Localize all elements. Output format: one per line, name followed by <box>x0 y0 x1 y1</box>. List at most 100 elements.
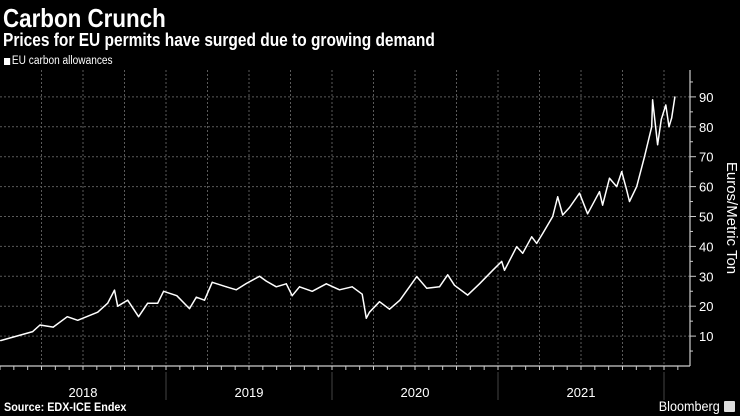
x-tick-label: 2020 <box>401 385 430 400</box>
data-point <box>97 311 99 313</box>
data-point <box>516 246 518 248</box>
data-point <box>628 200 631 203</box>
bloomberg-terminal-icon <box>724 401 735 412</box>
x-tick-label: 2018 <box>69 385 98 400</box>
data-point <box>542 232 544 235</box>
data-point <box>311 290 313 292</box>
data-point <box>211 281 213 283</box>
data-point <box>117 305 119 307</box>
data-point <box>0 339 2 342</box>
data-point <box>608 177 611 179</box>
data-point <box>501 260 503 262</box>
bloomberg-logo: Bloomberg <box>659 398 720 414</box>
data-point <box>665 104 667 106</box>
data-point <box>195 296 197 298</box>
data-point <box>258 275 261 277</box>
data-point <box>388 308 391 310</box>
data-point <box>66 316 68 318</box>
data-point <box>568 206 571 209</box>
data-point <box>598 191 601 193</box>
y-axis-label: Euros/Metric Ton <box>723 162 740 274</box>
data-point <box>652 99 654 101</box>
data-point <box>77 319 79 321</box>
data-point <box>602 204 604 206</box>
data-point <box>660 118 662 120</box>
data-point <box>562 214 564 216</box>
source-note: Source: EDX-ICE Endex <box>4 400 127 414</box>
legend-label: EU carbon allowances <box>11 55 113 67</box>
data-point <box>478 283 481 285</box>
data-point <box>657 144 659 146</box>
data-point <box>52 326 54 328</box>
data-point <box>447 274 449 276</box>
y-tick-label: 20 <box>699 299 713 314</box>
data-point <box>265 280 267 282</box>
data-point <box>531 236 533 238</box>
y-tick-label: 50 <box>699 210 713 225</box>
data-point <box>365 317 367 319</box>
data-point <box>552 215 554 218</box>
data-point <box>557 196 559 198</box>
data-point <box>351 286 353 288</box>
data-point <box>127 299 129 301</box>
data-point <box>651 126 653 128</box>
data-point <box>176 295 178 297</box>
y-tick-label: 10 <box>699 329 713 344</box>
data-point <box>147 302 149 304</box>
data-point <box>467 294 469 296</box>
legend: EU carbon allowances <box>4 55 113 67</box>
data-point <box>522 252 524 254</box>
data-point <box>298 286 301 288</box>
series-line-eu-carbon-allowances <box>0 96 676 342</box>
x-tick-label: 2019 <box>235 385 264 400</box>
data-point <box>668 126 670 128</box>
data-point <box>587 213 589 215</box>
data-point <box>325 283 327 285</box>
data-point <box>107 302 109 304</box>
data-point <box>453 284 456 286</box>
data-point <box>39 324 41 326</box>
data-point <box>671 117 673 119</box>
data-point <box>674 96 676 98</box>
data-point <box>621 171 623 173</box>
chart-subtitle: Prices for EU permits have surged due to… <box>3 30 435 50</box>
data-point <box>578 192 581 194</box>
data-point <box>626 189 628 191</box>
data-point <box>157 302 159 304</box>
data-point <box>203 299 206 301</box>
data-point <box>503 269 506 271</box>
data-point <box>361 293 363 295</box>
y-tick-label: 90 <box>699 90 713 105</box>
data-point <box>616 186 618 188</box>
data-point <box>416 275 418 278</box>
data-point <box>291 295 293 297</box>
data-point <box>188 307 191 310</box>
data-point <box>235 289 237 291</box>
y-tick-label: 70 <box>699 150 713 165</box>
data-point <box>245 282 247 285</box>
data-point <box>368 311 371 313</box>
data-point <box>536 242 538 245</box>
data-point <box>426 287 428 289</box>
data-point <box>275 286 277 288</box>
data-point <box>492 269 494 271</box>
data-point <box>138 316 140 318</box>
data-point <box>378 301 381 303</box>
x-tick-label: 2021 <box>567 385 596 400</box>
data-point <box>338 289 341 291</box>
data-point <box>399 299 401 301</box>
legend-swatch <box>4 57 11 65</box>
y-tick-label: 80 <box>699 120 713 135</box>
data-point <box>32 331 34 333</box>
chart-title: Carbon Crunch <box>3 3 166 33</box>
data-point <box>285 283 287 285</box>
data-point <box>643 156 646 158</box>
data-point <box>438 286 441 288</box>
y-tick-label: 30 <box>699 269 713 284</box>
y-tick-label: 40 <box>699 239 713 254</box>
y-tick-label: 60 <box>699 180 713 195</box>
data-point <box>163 290 165 292</box>
data-point <box>636 186 638 188</box>
